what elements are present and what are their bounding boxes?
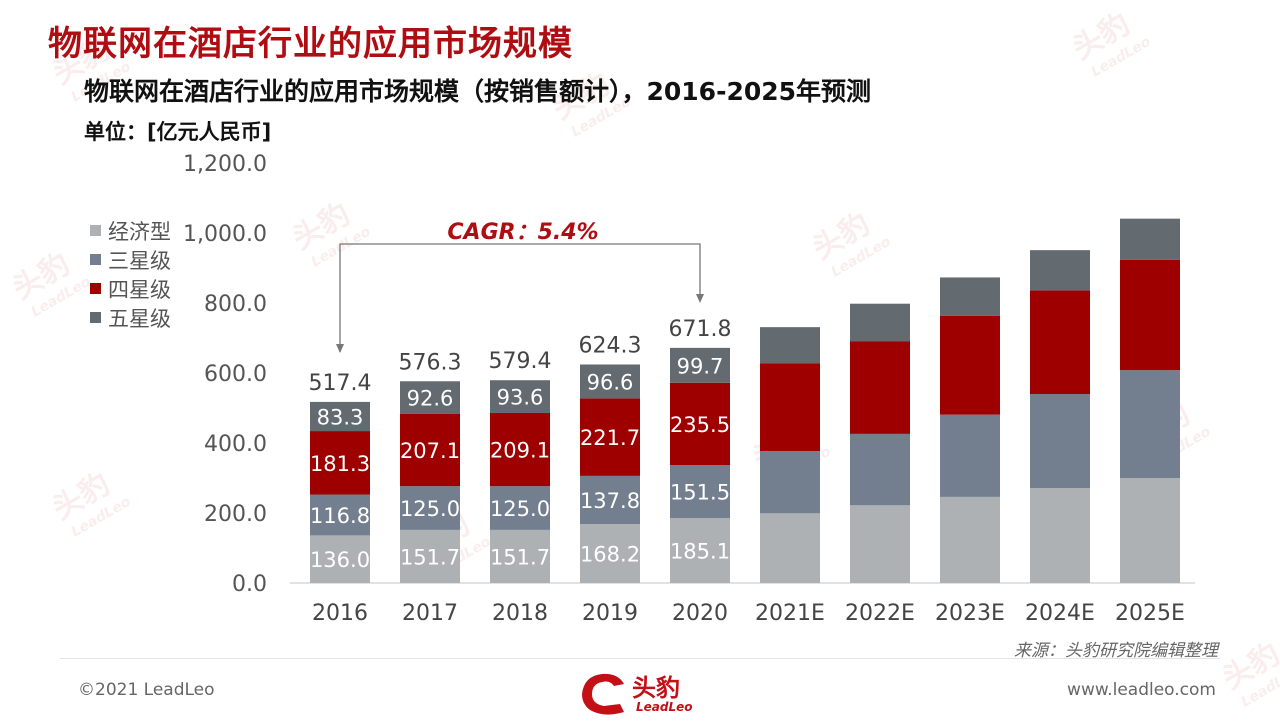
- x-tick-label: 2025E: [1115, 601, 1185, 626]
- bar-data-label: 136.0: [310, 548, 370, 572]
- bar-segment: [850, 505, 910, 583]
- stacked-bar-chart: 0.0 200.0 400.0 600.0 800.0 1,000.0 1,200.0 136…: [0, 0, 1280, 640]
- website-url[interactable]: www.leadleo.com: [1067, 680, 1216, 700]
- bar-segment: [940, 277, 1000, 316]
- bar-data-label: 235.5: [670, 413, 730, 437]
- x-tick-label: 2019: [582, 601, 638, 626]
- legend-item: 四星级: [90, 274, 171, 303]
- bar-segment: [1030, 250, 1090, 290]
- legend-label: 三星级: [108, 245, 171, 275]
- bar-segment: [1120, 219, 1180, 260]
- legend-swatch: [90, 312, 101, 323]
- bar-total-label: 576.3: [399, 350, 462, 375]
- bar-data-label: 137.8: [580, 489, 640, 513]
- bar-data-label: 151.5: [670, 481, 730, 505]
- bar-data-label: 181.3: [310, 452, 370, 476]
- bar-segment: [940, 316, 1000, 415]
- bar-segment: [1030, 488, 1090, 583]
- x-tick-label: 2018: [492, 601, 548, 626]
- bar-segment: [940, 415, 1000, 497]
- leopard-logo-icon: [574, 664, 630, 718]
- leadleo-logo: 头豹 LeadLeo: [574, 664, 714, 718]
- x-tick-label: 2016: [312, 601, 368, 626]
- bar-segment: [1120, 478, 1180, 583]
- y-tick-label: 600.0: [204, 362, 267, 387]
- bar-segment: [1030, 290, 1090, 394]
- bar-data-label: 151.7: [490, 545, 550, 569]
- bar-data-label: 125.0: [490, 497, 550, 521]
- y-tick-label: 0.0: [232, 572, 267, 597]
- bar-data-label: 168.2: [580, 543, 640, 567]
- footer-divider: [60, 658, 1220, 659]
- bar-segment: [850, 342, 910, 434]
- x-tick-label: 2023E: [935, 601, 1005, 626]
- bar-segment: [850, 304, 910, 342]
- logo-text-en: LeadLeo: [636, 700, 693, 714]
- bar-data-label: 221.7: [580, 426, 640, 450]
- bar-data-label: 151.7: [400, 545, 460, 569]
- bar-total-label: 671.8: [669, 317, 732, 342]
- legend-item: 三星级: [90, 245, 171, 274]
- y-tick-label: 800.0: [204, 292, 267, 317]
- y-tick-label: 400.0: [204, 432, 267, 457]
- cagr-arrowhead: [336, 344, 344, 353]
- y-tick-label: 200.0: [204, 502, 267, 527]
- cagr-arrowhead: [696, 294, 704, 303]
- bar-data-label: 99.7: [677, 354, 724, 378]
- x-tick-label: 2020: [672, 601, 728, 626]
- bar-segment: [1030, 394, 1090, 488]
- legend-item: 经济型: [90, 216, 171, 245]
- bar-data-label: 209.1: [490, 439, 550, 463]
- bar-segment: [760, 513, 820, 583]
- y-tick-label: 1,200.0: [183, 152, 267, 177]
- bar-data-label: 96.6: [587, 370, 634, 394]
- legend-swatch: [90, 225, 101, 236]
- cagr-bracket: [340, 244, 700, 352]
- legend-item: 五星级: [90, 303, 171, 332]
- legend-label: 四星级: [108, 274, 171, 304]
- bar-data-label: 185.1: [670, 540, 730, 564]
- copyright-text: ©2021 LeadLeo: [78, 680, 215, 700]
- bar-segment: [940, 497, 1000, 583]
- cagr-annotation: CAGR：5.4%: [447, 220, 598, 245]
- x-tick-label: 2021E: [755, 601, 825, 626]
- chart-legend: 经济型三星级四星级五星级: [90, 216, 171, 332]
- bar-segment: [760, 363, 820, 451]
- x-tick-label: 2017: [402, 601, 458, 626]
- bar-total-label: 517.4: [309, 371, 372, 396]
- bar-data-label: 93.6: [497, 386, 544, 410]
- legend-label: 五星级: [108, 303, 171, 333]
- bar-data-label: 116.8: [310, 504, 370, 528]
- bar-data-label: 83.3: [317, 405, 364, 429]
- logo-text-cn: 头豹: [632, 668, 680, 703]
- bar-data-label: 125.0: [400, 497, 460, 521]
- bar-segment: [760, 327, 820, 363]
- bar-segment: [760, 451, 820, 513]
- bar-segment: [850, 434, 910, 505]
- bar-data-label: 207.1: [400, 439, 460, 463]
- bar-total-label: 624.3: [579, 333, 642, 358]
- bar-total-label: 579.4: [489, 349, 552, 374]
- watermark-text-cn: 头豹: [1217, 637, 1280, 697]
- bar-data-label: 92.6: [407, 386, 454, 410]
- watermark-text-en: LeadLeo: [1238, 664, 1280, 711]
- x-tick-label: 2022E: [845, 601, 915, 626]
- bar-segment: [1120, 260, 1180, 370]
- bar-segment: [1120, 370, 1180, 478]
- legend-label: 经济型: [108, 216, 171, 246]
- legend-swatch: [90, 254, 101, 265]
- x-tick-label: 2024E: [1025, 601, 1095, 626]
- y-tick-label: 1,000.0: [183, 222, 267, 247]
- legend-swatch: [90, 283, 101, 294]
